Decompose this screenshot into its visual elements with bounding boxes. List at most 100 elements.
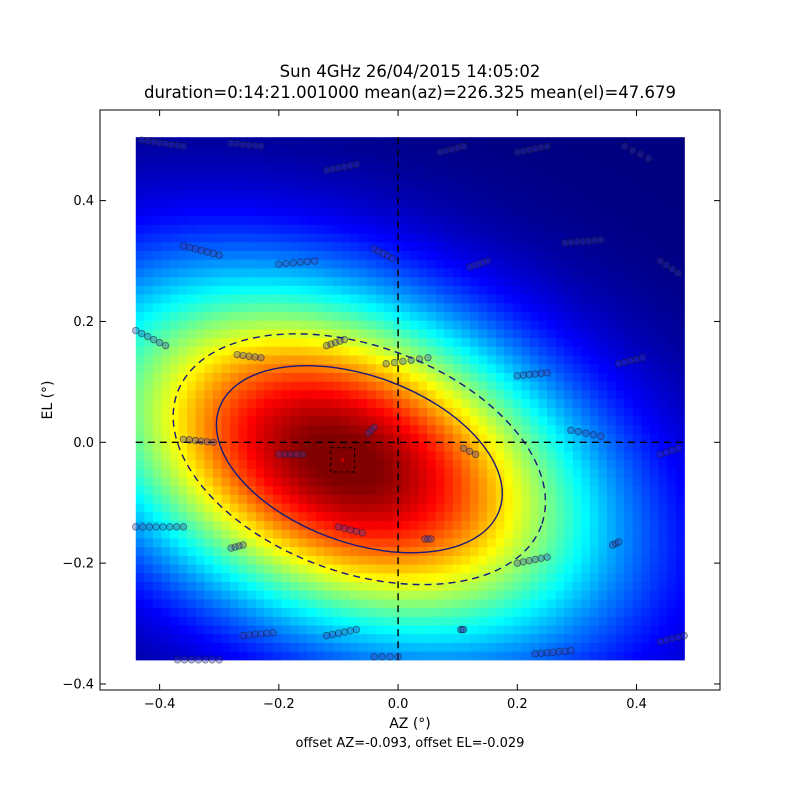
heatmap-cell [589, 555, 600, 565]
heatmap-cell [221, 633, 231, 643]
heatmap-cell [581, 415, 591, 426]
heatmap-cell [144, 563, 154, 574]
heatmap-cell [230, 598, 240, 609]
heatmap-cell [375, 642, 385, 652]
heatmap-cell [435, 250, 445, 260]
heatmap-cell [187, 572, 197, 582]
heatmap-cell [238, 302, 248, 312]
heatmap-cell [547, 389, 557, 400]
heatmap-cell [538, 459, 548, 469]
heatmap-cell [435, 642, 445, 652]
heatmap-cell [529, 511, 540, 522]
heatmap-cell [290, 572, 300, 582]
heatmap-cell [452, 511, 463, 522]
heatmap-cell [272, 241, 283, 252]
heatmap-cell [410, 598, 420, 609]
heatmap-cell [161, 328, 171, 339]
heatmap-cell [212, 311, 223, 321]
heatmap-cell [504, 624, 514, 635]
heatmap-cell [581, 224, 591, 234]
heatmap-cell [418, 624, 428, 635]
heatmap-cell [307, 267, 317, 278]
heatmap-cell [341, 407, 351, 417]
heatmap-cell [667, 346, 677, 356]
heatmap-cell [444, 442, 454, 452]
heatmap-cell [538, 415, 548, 426]
scan-point [620, 358, 629, 366]
scan-point [358, 529, 367, 537]
heatmap-cell [152, 424, 163, 434]
heatmap-cell [410, 276, 420, 286]
heatmap-cell [238, 311, 248, 321]
heatmap-cell [675, 415, 685, 426]
heatmap-cell [547, 616, 557, 626]
heatmap-cell [598, 468, 608, 478]
heatmap-cell [230, 563, 240, 574]
heatmap-cell [512, 415, 523, 426]
heatmap-cell [367, 276, 377, 286]
heatmap-cell [230, 407, 240, 417]
heatmap-cell [487, 285, 497, 295]
heatmap-cell [615, 198, 625, 208]
heatmap-cell [238, 407, 248, 417]
scan-point [674, 269, 682, 277]
heatmap-cell [435, 520, 445, 530]
heatmap-cell [298, 529, 308, 539]
heatmap-cell [495, 651, 505, 661]
scan-point [180, 656, 189, 664]
heatmap-cell [495, 520, 505, 530]
heatmap-cell [272, 354, 283, 365]
heatmap-cell [675, 363, 685, 373]
heatmap-cell [230, 311, 240, 321]
heatmap-cell [358, 224, 368, 234]
heatmap-cell [649, 328, 660, 339]
heatmap-cell [427, 163, 437, 173]
heatmap-cell [435, 398, 445, 408]
heatmap-cell [264, 389, 274, 400]
heatmap-cell [667, 424, 677, 434]
heatmap-cell [469, 520, 480, 530]
heatmap-cell [341, 180, 351, 191]
heatmap-cell [332, 145, 343, 156]
heatmap-cell [375, 346, 385, 356]
heatmap-cell [504, 511, 514, 522]
heatmap-cell [418, 137, 428, 147]
heatmap-cell [598, 346, 608, 356]
heatmap-cell [341, 267, 351, 278]
heatmap-cell [238, 293, 248, 304]
heatmap-cell [298, 511, 308, 522]
heatmap-cell [649, 494, 660, 504]
heatmap-cell [632, 450, 642, 461]
heatmap-cell [350, 241, 360, 252]
heatmap-cell [461, 624, 471, 635]
heatmap-cell [187, 293, 197, 304]
heatmap-cell [641, 285, 651, 295]
heatmap-cell [410, 198, 420, 208]
heatmap-cell [589, 485, 600, 495]
heatmap-cell [615, 180, 625, 191]
heatmap-cell [358, 415, 368, 426]
heatmap-cell [161, 442, 171, 452]
heatmap-cell [212, 267, 223, 278]
heatmap-cell [204, 485, 214, 495]
heatmap-cell [178, 320, 188, 330]
heatmap-cell [341, 389, 351, 400]
heatmap-cell [384, 259, 394, 269]
heatmap-cell [144, 433, 154, 443]
heatmap-cell [135, 250, 145, 260]
heatmap-cell [187, 529, 197, 539]
heatmap-cell [581, 598, 591, 609]
heatmap-cell [487, 302, 497, 312]
heatmap-cell [495, 259, 505, 269]
heatmap-cell [384, 537, 394, 548]
heatmap-cell [375, 651, 385, 661]
heatmap-cell [521, 302, 531, 312]
heatmap-cell [512, 154, 523, 164]
heatmap-cell [598, 450, 608, 461]
heatmap-cell [384, 511, 394, 522]
heatmap-cell [152, 346, 163, 356]
heatmap-cell [632, 311, 642, 321]
heatmap-cell [307, 546, 317, 556]
heatmap-cell [581, 529, 591, 539]
heatmap-cell [675, 607, 685, 617]
